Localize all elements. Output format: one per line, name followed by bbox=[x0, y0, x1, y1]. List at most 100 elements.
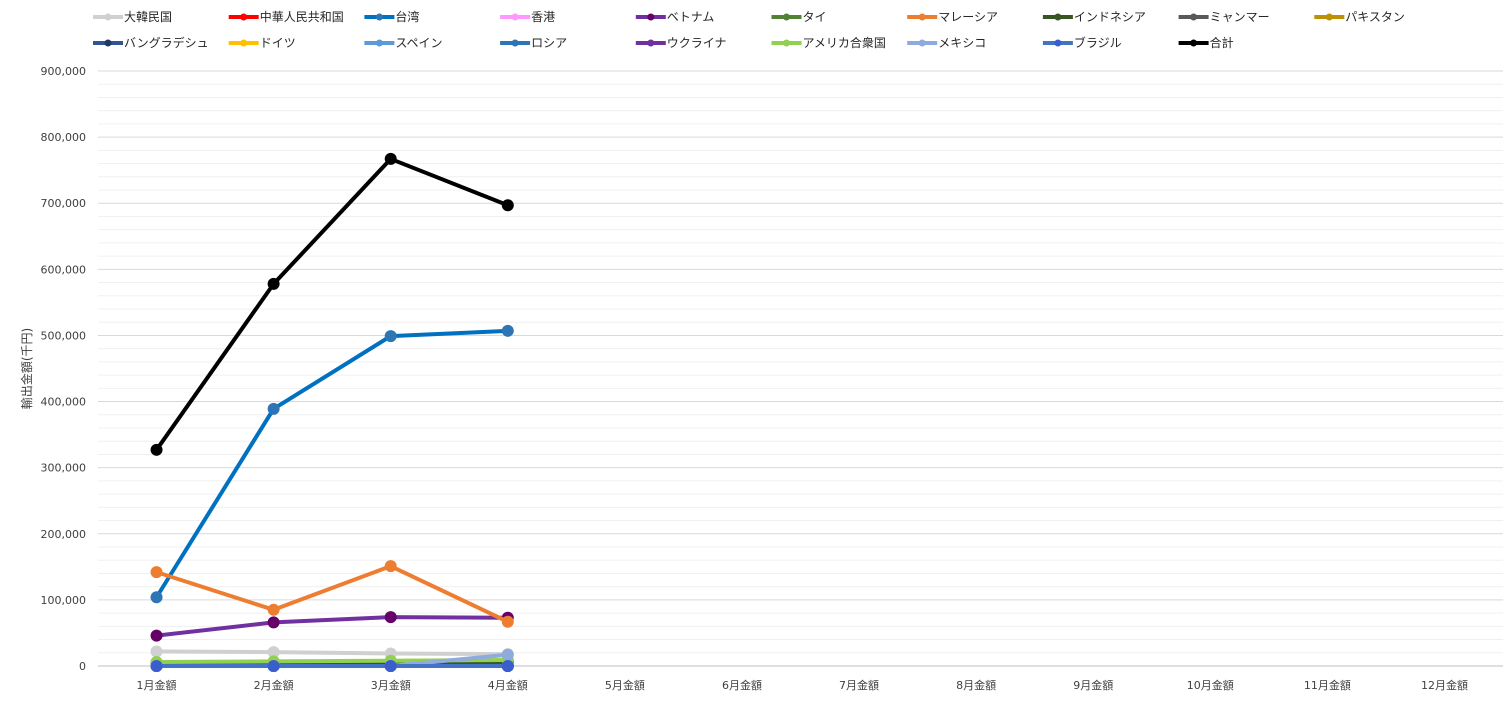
legend-marker bbox=[1054, 39, 1062, 47]
series-4 bbox=[150, 611, 514, 642]
data-point bbox=[150, 591, 163, 604]
x-tick-label: 5月金額 bbox=[605, 678, 645, 692]
data-point bbox=[267, 277, 280, 290]
y-tick-label: 800,000 bbox=[41, 131, 87, 144]
legend-label: 大韓民国 bbox=[124, 10, 172, 24]
legend-label: ロシア bbox=[531, 36, 567, 50]
legend: 大韓民国 中華人民共和国 台湾 香港 ベトナム タイ マレーシア インドネシア ミャンマー パキス… bbox=[93, 9, 1405, 50]
y-tick-label: 0 bbox=[79, 660, 86, 673]
legend-marker bbox=[104, 39, 112, 47]
legend-entry: 香港 bbox=[500, 10, 555, 24]
legend-marker bbox=[511, 13, 519, 21]
legend-entry: メキシコ bbox=[907, 36, 986, 50]
data-point bbox=[384, 330, 397, 343]
legend-marker bbox=[375, 39, 383, 47]
axes: 0 100,000 200,000 300,000 400,000 500,000 600,… bbox=[41, 65, 1468, 692]
x-tick-label: 1月金額 bbox=[137, 678, 177, 692]
legend-entry: アメリカ合衆国 bbox=[771, 35, 886, 50]
data-point bbox=[384, 152, 397, 165]
data-point bbox=[150, 629, 163, 642]
legend-marker bbox=[240, 39, 248, 47]
data-point bbox=[501, 199, 514, 212]
legend-entry: ブラジル bbox=[1042, 35, 1122, 50]
legend-entry: ミャンマー bbox=[1178, 10, 1270, 24]
x-tick-label: 7月金額 bbox=[839, 678, 879, 692]
x-tick-label: 10月金額 bbox=[1187, 678, 1234, 692]
series-2 bbox=[150, 324, 514, 604]
legend-entry: ロシア bbox=[500, 36, 567, 50]
legend-marker bbox=[783, 39, 790, 47]
data-point bbox=[150, 443, 163, 456]
legend-entry: インドネシア bbox=[1042, 10, 1146, 24]
y-tick-label: 300,000 bbox=[41, 462, 87, 475]
legend-label: インドネシア bbox=[1074, 10, 1146, 24]
data-point bbox=[150, 566, 163, 579]
legend-marker bbox=[783, 13, 790, 21]
legend-marker bbox=[511, 39, 519, 47]
legend-entry: 大韓民国 bbox=[93, 10, 172, 24]
series-line bbox=[156, 649, 508, 657]
legend-label: メキシコ bbox=[938, 36, 986, 50]
legend-label: 中華人民共和国 bbox=[260, 9, 344, 24]
legend-marker bbox=[375, 13, 383, 21]
x-tick-label: 2月金額 bbox=[254, 678, 294, 692]
legend-marker bbox=[1054, 13, 1062, 21]
legend-label: ウクライナ bbox=[667, 36, 727, 50]
data-point bbox=[267, 660, 280, 672]
series-line bbox=[155, 564, 509, 624]
legend-entry: ベトナム bbox=[635, 10, 715, 24]
x-tick-label: 11月金額 bbox=[1304, 678, 1351, 692]
legend-marker bbox=[1190, 39, 1198, 47]
x-tick-label: 3月金額 bbox=[371, 678, 411, 692]
y-tick-label: 500,000 bbox=[41, 329, 87, 342]
y-tick-label: 900,000 bbox=[41, 65, 87, 78]
legend-label: パキスタン bbox=[1345, 10, 1405, 24]
series-line bbox=[154, 156, 509, 451]
legend-label: マレーシア bbox=[938, 10, 998, 24]
x-tick-label: 9月金額 bbox=[1073, 678, 1113, 692]
series-18 bbox=[150, 152, 514, 456]
legend-label: ブラジル bbox=[1074, 35, 1122, 50]
data-point bbox=[267, 603, 280, 616]
legend-label: 香港 bbox=[531, 10, 555, 24]
y-tick-label: 700,000 bbox=[41, 197, 87, 210]
series-lines bbox=[150, 152, 514, 672]
series-line bbox=[154, 328, 508, 599]
legend-label: バングラデシュ bbox=[124, 35, 209, 50]
legend-entry: 合計 bbox=[1178, 35, 1234, 50]
legend-entry: パキスタン bbox=[1314, 10, 1405, 24]
legend-label: ミャンマー bbox=[1210, 10, 1270, 24]
legend-entry: マレーシア bbox=[907, 10, 998, 24]
y-axis-title: 輸出金額(千円) bbox=[19, 328, 34, 409]
legend-entry: ドイツ bbox=[228, 36, 296, 50]
data-point bbox=[501, 615, 514, 628]
data-point bbox=[267, 646, 280, 659]
legend-label: タイ bbox=[803, 10, 827, 24]
data-point bbox=[150, 645, 163, 658]
data-point bbox=[501, 648, 514, 661]
data-point bbox=[501, 324, 514, 337]
series-line bbox=[156, 615, 508, 638]
legend-entry: スペイン bbox=[364, 36, 443, 50]
legend-marker bbox=[918, 13, 926, 21]
legend-marker bbox=[918, 39, 926, 47]
legend-label: ベトナム bbox=[667, 10, 715, 24]
y-tick-label: 400,000 bbox=[41, 396, 87, 409]
series-6 bbox=[150, 560, 514, 628]
legend-marker bbox=[647, 39, 655, 47]
series-17 bbox=[150, 660, 514, 672]
data-point bbox=[384, 660, 397, 672]
legend-entry: 中華人民共和国 bbox=[228, 9, 344, 24]
legend-marker bbox=[1190, 13, 1198, 21]
y-tick-label: 100,000 bbox=[41, 594, 87, 607]
legend-label: 合計 bbox=[1210, 35, 1234, 50]
x-tick-label: 12月金額 bbox=[1421, 678, 1468, 692]
legend-marker bbox=[1325, 13, 1333, 21]
data-point bbox=[267, 616, 280, 629]
data-point bbox=[267, 402, 280, 415]
y-tick-label: 600,000 bbox=[41, 263, 87, 276]
x-tick-label: 8月金額 bbox=[956, 678, 996, 692]
legend-label: ドイツ bbox=[260, 36, 296, 50]
data-point bbox=[384, 560, 397, 573]
